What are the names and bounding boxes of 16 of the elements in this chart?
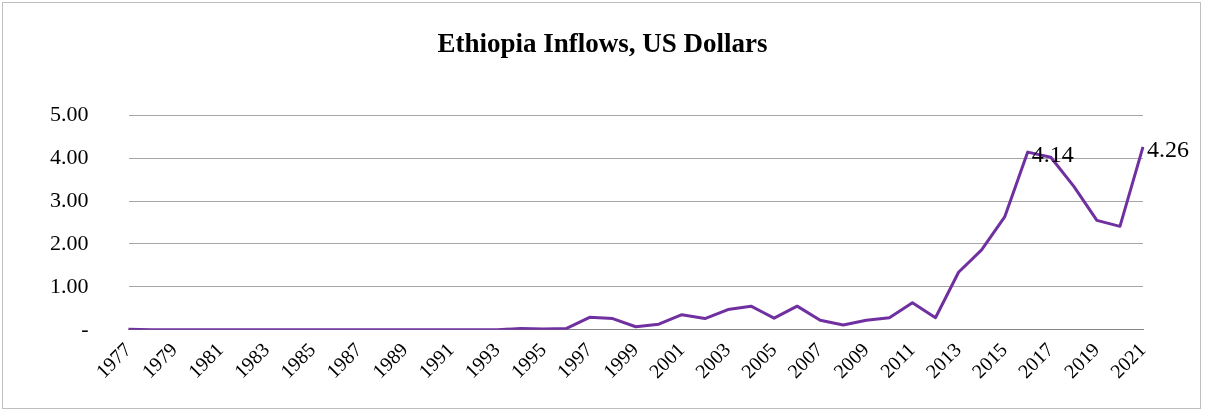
y-tick-label: 4.00 <box>50 143 89 169</box>
data-label: 4.14 <box>1031 141 1074 168</box>
x-tick-label: 1989 <box>367 338 412 383</box>
y-tick-label: - <box>81 315 89 341</box>
x-tick-label: 1999 <box>598 338 643 383</box>
y-tick-label: 3.00 <box>50 186 89 212</box>
chart-title: Ethiopia Inflows, US Dollars <box>436 28 769 59</box>
x-tick-label: 1991 <box>414 338 458 383</box>
x-tick-label: 1979 <box>137 338 182 383</box>
y-tick-label: 2.00 <box>50 229 89 255</box>
y-tick-label: 1.00 <box>50 272 89 298</box>
x-tick-label: 1981 <box>183 338 228 383</box>
x-tick-label: 1993 <box>460 338 504 383</box>
y-tick-label: 5.00 <box>50 100 89 126</box>
x-tick-label: 2011 <box>875 338 919 382</box>
data-label: 4.26 <box>1147 136 1189 163</box>
